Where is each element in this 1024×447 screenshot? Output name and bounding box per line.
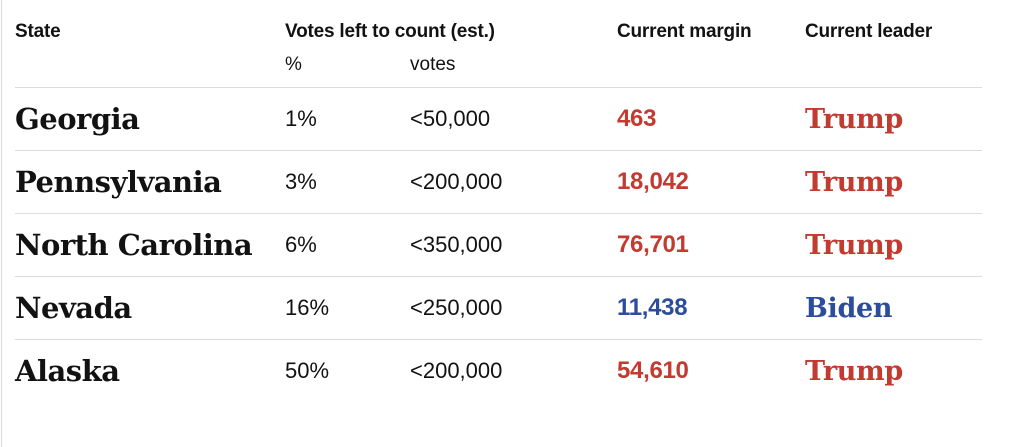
current-margin-value: 463 (617, 105, 657, 132)
votes-left-value: <50,000 (410, 106, 491, 131)
page-left-rule (1, 0, 2, 447)
table-row: Nevada 16% <250,000 11,438 Biden (15, 276, 982, 339)
votes-left-value: <250,000 (410, 295, 503, 320)
votes-left-table: State Votes left to count (est.) Current… (15, 0, 982, 402)
current-leader-value: Trump (805, 229, 903, 261)
current-margin-value: 18,042 (617, 168, 689, 195)
votes-left-value: <350,000 (410, 232, 503, 257)
percent-left-value: 1% (285, 106, 317, 131)
table-subheader-row: % votes (15, 43, 982, 87)
percent-left-value: 50% (285, 358, 330, 383)
percent-left-value: 16% (285, 295, 330, 320)
current-leader-value: Trump (805, 166, 903, 198)
current-margin-value: 11,438 (617, 294, 688, 321)
state-name: Alaska (15, 354, 120, 388)
percent-left-value: 3% (285, 169, 317, 194)
table-header-row: State Votes left to count (est.) Current… (15, 0, 982, 43)
state-name: Nevada (15, 291, 132, 325)
subheader-percent: % (285, 54, 302, 75)
current-margin-value: 76,701 (617, 231, 689, 258)
header-votes-left-group: Votes left to count (est.) (285, 21, 495, 42)
table-row: North Carolina 6% <350,000 76,701 Trump (15, 213, 982, 276)
subheader-votes: votes (410, 54, 456, 75)
percent-left-value: 6% (285, 232, 317, 257)
current-margin-value: 54,610 (617, 357, 689, 384)
current-leader-value: Biden (805, 292, 893, 324)
table-row: Pennsylvania 3% <200,000 18,042 Trump (15, 150, 982, 213)
votes-left-value: <200,000 (410, 169, 503, 194)
state-name: Georgia (15, 102, 140, 136)
state-name: Pennsylvania (15, 165, 222, 199)
header-current-margin: Current margin (617, 21, 752, 42)
state-name: North Carolina (15, 228, 253, 262)
current-leader-value: Trump (805, 355, 903, 387)
current-leader-value: Trump (805, 103, 903, 135)
votes-left-value: <200,000 (410, 358, 503, 383)
table-row: Georgia 1% <50,000 463 Trump (15, 87, 982, 150)
header-current-leader: Current leader (805, 21, 933, 42)
table-row: Alaska 50% <200,000 54,610 Trump (15, 339, 982, 402)
header-state: State (15, 21, 61, 42)
